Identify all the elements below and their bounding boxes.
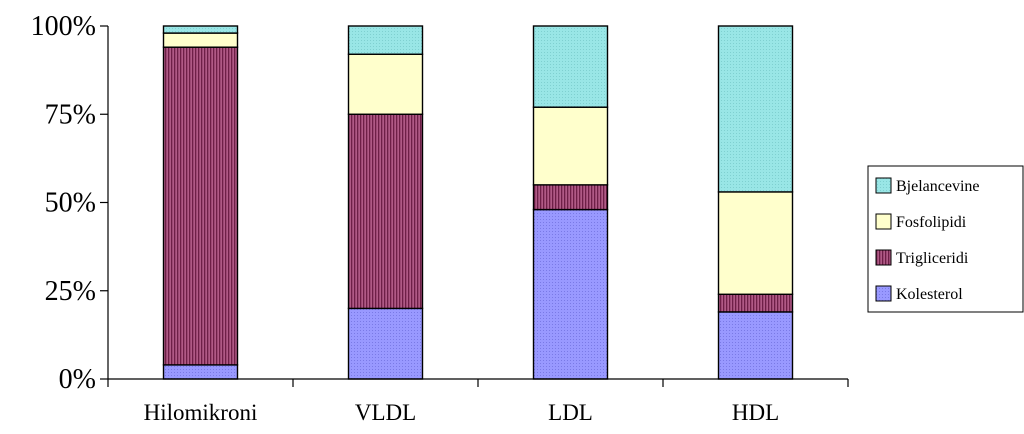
bar-segment-hdl-kolesterol [717,311,794,380]
legend: Bjelancevine Fosfolipidi Trigliceridi Koles… [867,165,1024,313]
bar-segment-hdl-fosfolipidi [717,191,794,295]
axes-group: 0% 25% 50% 75% 100% Hilomikroni VLDL LDL HDL [31,11,849,425]
legend-label-bjelancevine: Bjelancevine [896,178,980,195]
legend-swatch-fosfolipidi [875,213,892,230]
y-tick-label: 100% [31,11,96,42]
bar-segment-vldl-kolesterol [347,307,424,380]
bar-segment-hdl-trigliceridi [717,293,794,313]
bar-segment-hilomikroni-fosfolipidi [162,32,239,48]
x-tick-label: Hilomikroni [144,400,258,425]
y-tick-label: 25% [45,276,96,307]
bar-segment-hilomikroni-kolesterol [162,364,239,380]
bar-segment-ldl-kolesterol [532,208,609,380]
bar-segment-vldl-bjelancevine [347,25,424,55]
x-tick-label: LDL [548,400,593,425]
y-tick-label: 75% [45,99,96,130]
bar-segment-vldl-fosfolipidi [347,53,424,115]
bar-segment-ldl-fosfolipidi [532,106,609,186]
bar-segment-hilomikroni-bjelancevine [162,25,239,34]
y-tick-label: 50% [45,188,96,219]
bar-segment-hdl-bjelancevine [717,25,794,193]
bar-segment-ldl-bjelancevine [532,25,609,108]
legend-swatch-trigliceridi [875,249,892,266]
bars-group [162,25,794,380]
legend-swatch-kolesterol [875,285,892,302]
legend-box [867,165,1024,313]
y-tick-label: 0% [59,364,96,395]
legend-label-fosfolipidi: Fosfolipidi [896,214,967,231]
bar-segment-vldl-trigliceridi [347,113,424,310]
x-tick-label: VLDL [355,400,416,425]
legend-swatch-bjelancevine [875,177,892,194]
x-tick-label: HDL [732,400,779,425]
bar-segment-hilomikroni-trigliceridi [162,46,239,366]
legend-label-kolesterol: Kolesterol [896,286,963,303]
bar-segment-ldl-trigliceridi [532,184,609,211]
legend-label-trigliceridi: Trigliceridi [896,250,969,267]
